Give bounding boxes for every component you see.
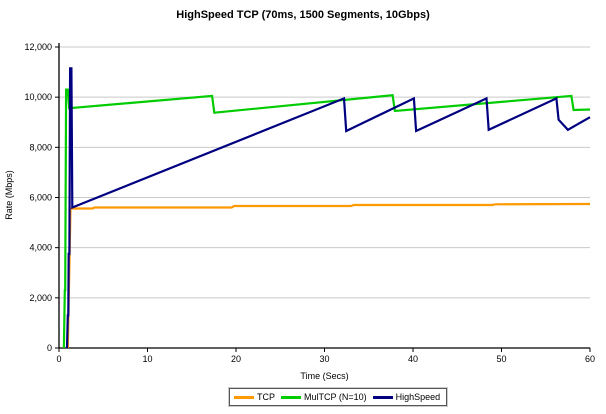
x-tick-label: 50 — [496, 354, 506, 364]
chart-title: HighSpeed TCP (70ms, 1500 Segments, 10Gb… — [176, 9, 430, 21]
x-tick-label: 20 — [231, 354, 241, 364]
series-line-multcp-n-10- — [62, 88, 591, 349]
tcp-line-swatch — [234, 395, 254, 399]
y-tick-label: 0 — [47, 343, 52, 353]
y-tick-label: 6,000 — [29, 193, 52, 203]
x-axis-title: Time (Secs) — [300, 371, 349, 381]
legend-item-tcp: TCP — [234, 392, 275, 402]
legend-item-highspeed: HighSpeed — [372, 392, 441, 402]
x-tick-label: 10 — [142, 354, 152, 364]
legend: TCP MulTCP (N=10) HighSpeed — [227, 387, 449, 407]
legend-label-highspeed: HighSpeed — [395, 392, 441, 402]
series-line-highspeed — [65, 67, 591, 349]
x-tick-label: 60 — [585, 354, 595, 364]
multcp-line-swatch — [281, 395, 301, 399]
y-tick-label: 2,000 — [29, 293, 52, 303]
legend-label-multcp: MulTCP (N=10) — [304, 392, 367, 402]
y-tick-label: 8,000 — [29, 142, 52, 152]
series-line-tcp — [66, 202, 591, 349]
x-tick-label: 30 — [319, 354, 329, 364]
highspeed-line-swatch — [372, 395, 393, 399]
y-tick-label: 12,000 — [24, 42, 52, 52]
legend-item-multcp: MulTCP (N=10) — [281, 392, 367, 402]
y-tick-label: 4,000 — [29, 243, 52, 253]
y-tick-label: 10,000 — [24, 92, 52, 102]
legend-label-tcp: TCP — [257, 392, 275, 402]
x-tick-label: 40 — [408, 354, 418, 364]
y-axis-title: Rate (Mbps) — [4, 170, 14, 220]
x-tick-label: 0 — [56, 354, 61, 364]
